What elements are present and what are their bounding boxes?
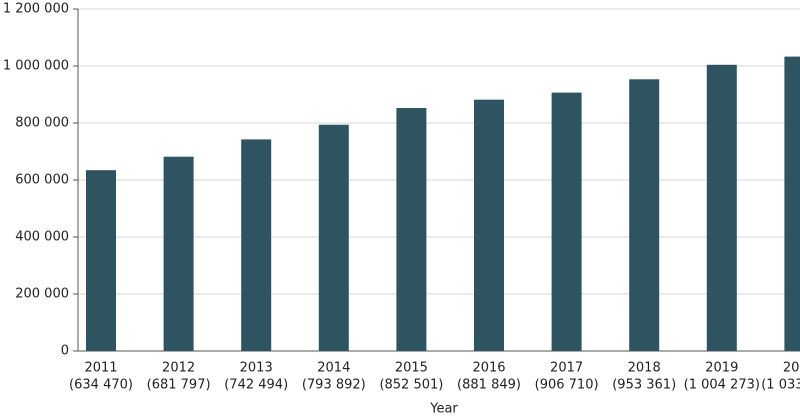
x-tick-label: 2014 [317, 361, 350, 376]
y-tick-label: 1 200 000 [3, 2, 69, 17]
value-label: (852 501) [379, 378, 443, 393]
value-label: (1 004 273) [684, 378, 760, 393]
bar [396, 108, 427, 351]
x-tick-label: 2017 [550, 361, 583, 376]
bar [551, 92, 582, 351]
x-tick-label: 2015 [395, 361, 428, 376]
value-label: (742 494) [224, 378, 288, 393]
bar [474, 99, 504, 351]
bar [629, 79, 660, 351]
value-label: (881 849) [457, 378, 521, 393]
y-tick-label: 400 000 [15, 230, 69, 245]
y-tick-label: 0 [61, 344, 69, 359]
value-label: (1 033 000) [761, 378, 800, 393]
bar [163, 156, 194, 351]
x-tick-label: 2012 [162, 361, 195, 376]
x-tick-label: 2011 [84, 361, 117, 376]
x-tick-label: 2013 [240, 361, 273, 376]
bar [784, 56, 800, 351]
bar [241, 139, 272, 351]
value-label: (793 892) [302, 378, 366, 393]
x-tick-label: 2016 [472, 361, 505, 376]
value-label: (681 797) [147, 378, 211, 393]
x-tick-label: 2020 [783, 361, 800, 376]
value-label: (634 470) [69, 378, 133, 393]
y-tick-label: 200 000 [15, 287, 69, 302]
y-tick-label: 600 000 [15, 173, 69, 188]
bar [706, 64, 737, 351]
x-tick-label: 2018 [628, 361, 661, 376]
value-label: (953 361) [612, 378, 676, 393]
value-label: (906 710) [535, 378, 599, 393]
y-tick-label: 800 000 [15, 116, 69, 131]
x-tick-label: 2019 [705, 361, 738, 376]
bar [86, 170, 116, 351]
bar [318, 124, 349, 351]
y-tick-label: 1 000 000 [3, 59, 69, 74]
x-axis-title: Year [429, 402, 458, 417]
